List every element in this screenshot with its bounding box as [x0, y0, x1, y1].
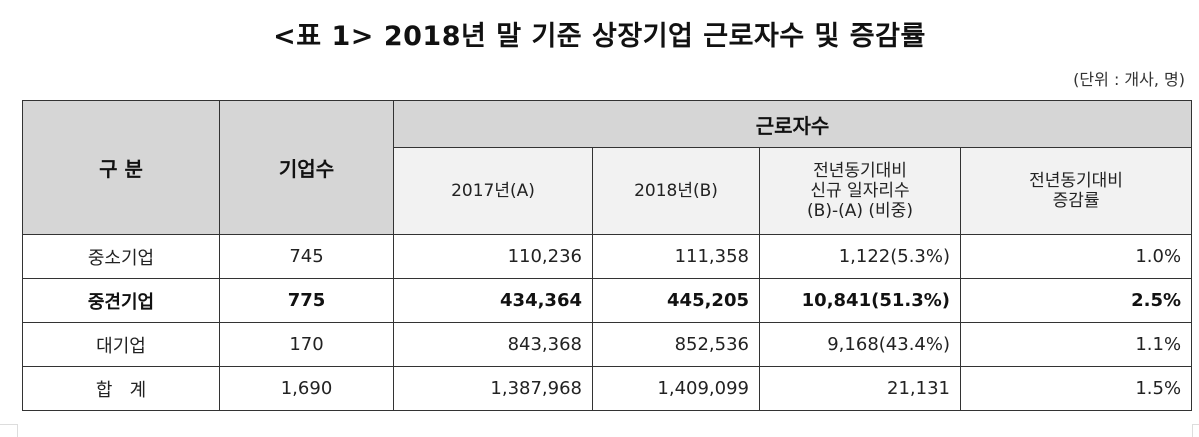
cell-2018: 852,536 [592, 322, 760, 367]
cell-new-jobs: 21,131 [759, 366, 961, 411]
cell-new-jobs: 10,841(51.3%) [759, 278, 961, 323]
table-title: <표 1> 2018년 말 기준 상장기업 근로자수 및 증감률 [273, 21, 926, 52]
cell-new-jobs: 9,168(43.4%) [759, 322, 961, 367]
cell-growth: 2.5% [959, 278, 1193, 323]
page-edge-right [1192, 424, 1199, 437]
header-new-jobs-line2: 신규 일자리수 [810, 181, 910, 201]
cell-new-jobs: 1,122(5.3%) [759, 234, 961, 279]
header-company-count: 기업수 [219, 100, 394, 235]
cell-category: 합 계 [22, 366, 220, 411]
cell-company-count: 170 [219, 322, 394, 367]
header-growth-line1: 전년동기대비 [1029, 171, 1123, 191]
cell-2018: 111,358 [592, 234, 760, 279]
cell-2018: 445,205 [592, 278, 760, 323]
cell-growth: 1.0% [959, 234, 1193, 279]
cell-category: 대기업 [22, 322, 220, 367]
header-row-2: 2017년(A) 2018년(B) 전년동기대비 신규 일자리수 (B)-(A)… [23, 147, 1193, 235]
cell-category: 중견기업 [22, 278, 220, 323]
table-row-large: 대기업 170 843,368 852,536 9,168(43.4%) 1.1… [22, 322, 1193, 367]
header-new-jobs-line3: (B)-(A) (비중) [807, 201, 913, 221]
header-category: 구 분 [22, 100, 220, 235]
header-workers-group: 근로자수 [392, 100, 1193, 148]
cell-2017: 110,236 [393, 234, 593, 279]
table-row-total: 합 계 1,690 1,387,968 1,409,099 21,131 1.5… [22, 366, 1193, 411]
cell-2017: 843,368 [393, 322, 593, 367]
header-row-1: 구 분 기업수 근로자수 [22, 100, 1193, 235]
unit-label: (단위 : 개사, 명) [1073, 70, 1185, 89]
header-growth: 전년동기대비 증감률 [959, 147, 1193, 235]
header-growth-line2: 증감률 [1052, 191, 1100, 211]
cell-company-count: 745 [219, 234, 394, 279]
page-edge-left [0, 424, 18, 437]
cell-2017: 434,364 [393, 278, 593, 323]
header-new-jobs-line1: 전년동기대비 [813, 161, 907, 181]
cell-2017: 1,387,968 [393, 366, 593, 411]
header-2018: 2018년(B) [592, 147, 760, 235]
workers-table: 구 분 기업수 근로자수 2017년(A) 2018년(B) 전년동기대비 신규… [22, 100, 1193, 411]
cell-category: 중소기업 [22, 234, 220, 279]
cell-company-count: 1,690 [219, 366, 394, 411]
header-2017: 2017년(A) [393, 147, 593, 235]
table-row-sme: 중소기업 745 110,236 111,358 1,122(5.3%) 1.0… [22, 234, 1193, 279]
cell-company-count: 775 [219, 278, 394, 323]
cell-growth: 1.5% [959, 366, 1193, 411]
table-row-midsize: 중견기업 775 434,364 445,205 10,841(51.3%) 2… [22, 278, 1193, 323]
header-new-jobs: 전년동기대비 신규 일자리수 (B)-(A) (비중) [759, 147, 961, 235]
cell-growth: 1.1% [959, 322, 1193, 367]
cell-2018: 1,409,099 [592, 366, 760, 411]
